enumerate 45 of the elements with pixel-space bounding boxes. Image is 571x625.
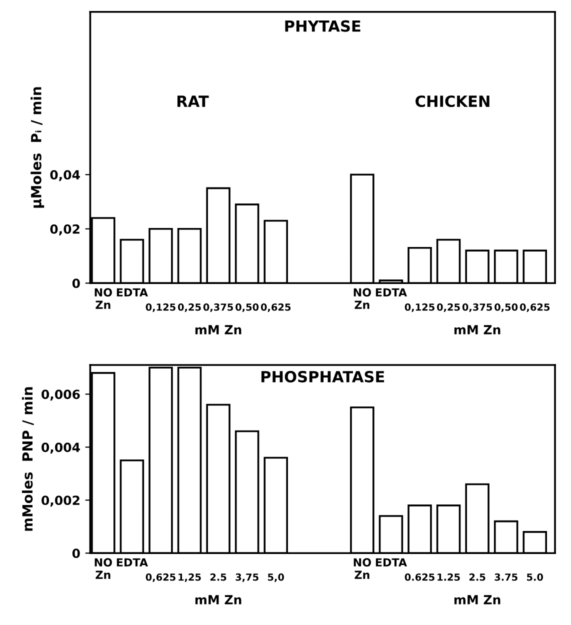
annotation: RAT xyxy=(177,96,209,107)
y-tick-label: 0 xyxy=(72,548,80,558)
x-tick-label: 0,625 xyxy=(146,573,176,582)
x-tick-label: EDTA xyxy=(116,288,148,296)
y-tick-label: 0,002 xyxy=(42,496,80,507)
text: mM Zn xyxy=(454,595,500,604)
y-axis-title: μMoles Pᵢ / min xyxy=(30,87,44,208)
y-tick-label: 0,02 xyxy=(50,224,80,236)
x-tick-label: NO Zn xyxy=(94,288,112,309)
x-tick-label: 3,75 xyxy=(236,573,258,582)
x-tick-label: 0,25 xyxy=(437,303,460,312)
x-tick-label: 3.75 xyxy=(494,573,518,581)
y-tick-label: 0,006 xyxy=(42,390,80,401)
text: mM Zn xyxy=(195,325,242,334)
x-tick-label: 1.25 xyxy=(438,573,460,581)
x-tick-label: 0,125 xyxy=(404,303,434,312)
x-tick-label: 2.5 xyxy=(210,573,226,581)
chart-title: PHYTASE xyxy=(285,20,360,32)
x-tick-label: 0,125 xyxy=(146,303,176,312)
x-tick-label: EDTA xyxy=(376,558,407,566)
x-tick-label: 0,375 xyxy=(462,303,492,312)
x-tick-label: NO Zn xyxy=(354,288,371,309)
x-tick-label: EDTA xyxy=(116,558,148,566)
x-tick-label: 5,0 xyxy=(268,573,284,582)
x-tick-label: 0.625 xyxy=(404,573,434,581)
x-tick-label: 0,50 xyxy=(236,303,259,312)
y-tick-label: 0 xyxy=(72,278,80,288)
chart-title: PHOSPHATASE xyxy=(261,370,384,382)
x-tick-label: NO Zn xyxy=(94,558,112,579)
text: mM Zn xyxy=(195,595,242,604)
x-tick-label: 2.5 xyxy=(469,573,486,581)
x-tick-label: 1,25 xyxy=(178,573,201,582)
x-tick-label: NO Zn xyxy=(354,558,371,579)
x-tick-label: 5.0 xyxy=(527,573,544,581)
x-tick-label: 0,50 xyxy=(494,303,518,312)
x-tick-label: 0,25 xyxy=(178,303,201,312)
annotation: CHICKEN xyxy=(416,95,490,108)
y-tick-label: 0,004 xyxy=(42,442,80,454)
x-tick-label: 0,375 xyxy=(203,303,233,312)
x-tick-label: 0,625 xyxy=(520,303,550,312)
text: mM Zn xyxy=(454,325,500,334)
y-axis-title: mMoles PNP / min xyxy=(22,387,34,531)
y-tick-label: 0,04 xyxy=(50,170,80,182)
x-tick-label: EDTA xyxy=(376,288,407,296)
x-tick-label: 0,625 xyxy=(260,303,291,312)
